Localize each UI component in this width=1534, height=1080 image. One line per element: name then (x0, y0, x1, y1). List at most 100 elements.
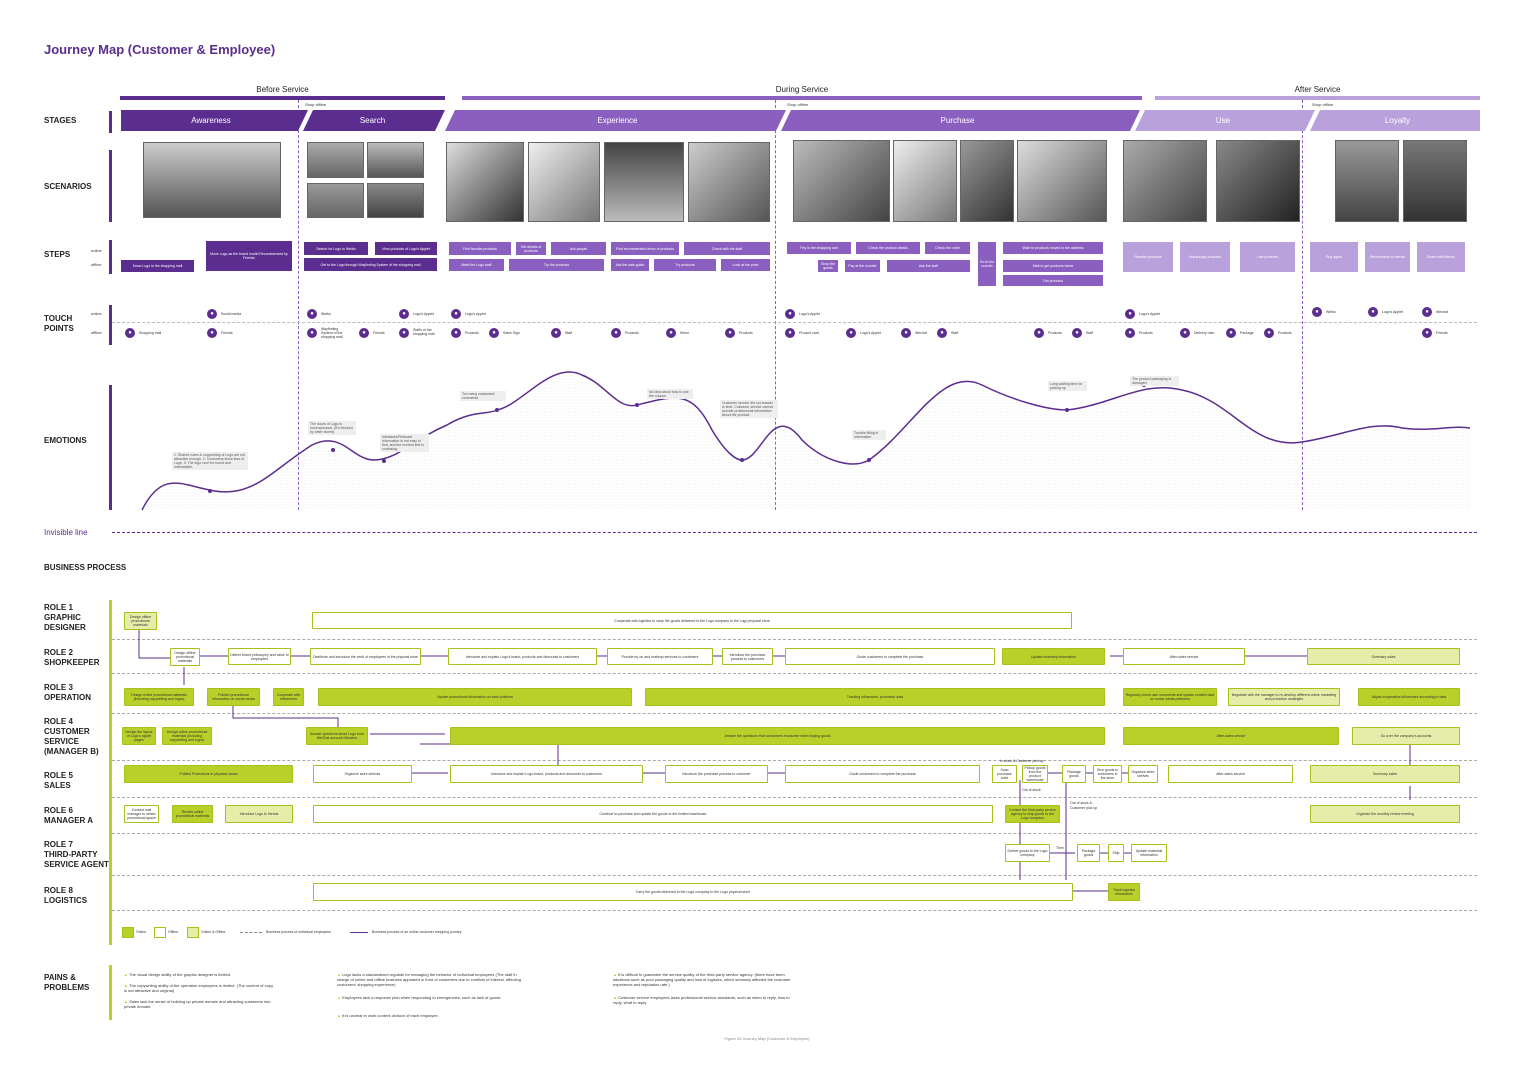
tp-label: Social media (221, 312, 242, 316)
row-label-stages: STAGES (44, 116, 77, 125)
emotion-note: Interfaces/Relevant information is not e… (380, 434, 429, 452)
smile-icon: ● (399, 328, 409, 338)
people-icon: ● (1312, 307, 1322, 317)
step-offline: Shop the goods (818, 260, 838, 272)
step-online: Find recommended items of products (611, 242, 679, 255)
tp-label: Lugo's Applet (1139, 312, 1160, 316)
bp-task: Tracking influencers' promotion data (645, 688, 1105, 706)
bp-note: Out of stock (1022, 788, 1041, 792)
role-6-label: ROLE 6 MANAGER A (44, 806, 94, 825)
tp-label: Friends (221, 331, 233, 335)
role-separator (112, 875, 1477, 876)
pain-item: ▲ The copywriting ability of the operati… (124, 983, 274, 993)
tp-label: Weibo (1326, 310, 1336, 314)
stage-awareness: Awareness (191, 115, 231, 125)
search-icon: ● (1368, 307, 1378, 317)
stage-separator (775, 100, 776, 510)
stage-separator (1302, 100, 1303, 510)
touch-bar (109, 305, 112, 345)
tp-label: Wechat (1436, 310, 1448, 314)
scenario-photo (1123, 140, 1207, 222)
step-online: Check the order (925, 242, 970, 254)
bp-task: Ship (1108, 844, 1124, 862)
page-title: Journey Map (Customer & Employee) (44, 42, 276, 57)
scenario-photo (893, 140, 957, 222)
bp-task: Update inventory information (1002, 648, 1105, 665)
tp-online-label: online (91, 311, 102, 316)
steps-offline-label: offline (91, 262, 102, 267)
search-icon: ● (451, 309, 461, 319)
legend-individual: Business process of individual employees (266, 930, 331, 934)
scenario-photo (446, 142, 524, 222)
step-offline: Know Lugo in the shopping mall (121, 260, 194, 272)
scenarios-bar (109, 150, 112, 222)
stage-search: Search (359, 115, 386, 125)
stage-experience: Experience (597, 115, 638, 125)
tp-label: Lugo's Applet (465, 312, 486, 316)
bp-task: Introduce and explain Lugo brand, produc… (450, 765, 643, 783)
tp-label: Mirror (680, 331, 690, 335)
step-online: Search for Lugo in Weibo (304, 242, 368, 255)
step-online: Receive products (1123, 242, 1173, 272)
bp-task: Cooperate with influencers (273, 688, 304, 706)
stage-use: Use (1215, 115, 1231, 125)
tp-label: Lugo's Applet (413, 312, 434, 316)
bp-task: Package goods (1077, 844, 1100, 862)
bp-task: Design online promotional materials (inc… (162, 727, 212, 745)
phase-before-bar (120, 96, 445, 100)
tp-label: Lugo's Applet (799, 312, 820, 316)
emotion-note: Trouble filling in information (852, 430, 886, 440)
tp-label: Friends (373, 331, 385, 335)
tp-label: Wayfinding System of the shopping mall (321, 327, 343, 339)
step-online: Unpackage products (1180, 242, 1230, 272)
role-4-label: ROLE 4 CUSTOMER SERVICE (MANAGER B) (44, 717, 99, 756)
shop-icon: ● (1226, 328, 1236, 338)
scenario-photo (688, 142, 770, 222)
bp-task: Deliver brand philosophy and value to em… (228, 648, 291, 665)
phase-before: Before Service (256, 85, 309, 94)
stages-bar (109, 111, 112, 133)
tp-label: Staff (565, 331, 573, 335)
stage-loyalty: Loyalty (1384, 115, 1411, 125)
bp-task: Answer the questions that consumers enco… (450, 727, 1105, 745)
tp-label: Sales Sign (503, 331, 520, 335)
shop-icon: ● (1125, 328, 1135, 338)
smile-icon: ● (551, 328, 561, 338)
step-online: Share with friends (1417, 242, 1465, 272)
search-icon: ● (846, 328, 856, 338)
row-label-pains: PAINS & PROBLEMS (44, 973, 90, 992)
pain-item: ▲ Employees lack a response plan when re… (337, 995, 502, 1000)
bp-task: Design online promotional materials (inc… (124, 688, 194, 706)
step-online: Find favorite products (449, 242, 511, 255)
role-8-label: ROLE 8 LOGISTICS (44, 886, 88, 905)
bp-task: Review online promotional materials (172, 805, 213, 823)
people-icon: ● (1422, 307, 1432, 317)
pain-item: ▲ Sales lack the sense of building up pr… (124, 999, 271, 1009)
emotions-bar (109, 385, 112, 510)
tp-label: Lugo's Applet (860, 331, 881, 335)
shop-icon: ● (611, 328, 621, 338)
role-1-label: ROLE 1 GRAPHIC DESIGNER (44, 603, 86, 632)
figure-caption: Figure 09 Journey Map (Customer & Employ… (724, 1036, 810, 1041)
bp-task: Update materials information (1131, 844, 1167, 862)
people-icon: ● (207, 309, 217, 319)
emotion-curve (141, 371, 1471, 511)
stages-chevrons (121, 110, 1480, 131)
tp-offline-label: offline (91, 330, 102, 335)
step-offline: Try the products (509, 259, 604, 271)
tp-label: Delivery man (1194, 331, 1215, 335)
bp-task: Scan purchase code (992, 765, 1017, 783)
pain-item: ▲ It is unclear in work content division… (337, 1013, 439, 1018)
bp-task: Provide try-on and makeup services to cu… (607, 648, 713, 665)
pain-item: ▲ Lugo lacks a standardized regulate for… (337, 972, 521, 987)
people-icon: ● (307, 309, 317, 319)
scenario-photo (1335, 140, 1399, 222)
tp-label: Staff (951, 331, 959, 335)
bp-task: Summary sales (1310, 765, 1460, 783)
bp-task: Introduce the purchase process to custom… (722, 648, 773, 665)
bp-task: Publish promotional information on socia… (207, 688, 260, 706)
tp-label: Products (1048, 331, 1062, 335)
search-icon: ● (1125, 309, 1135, 319)
bp-task: Continue to purchase and update the good… (313, 805, 993, 823)
scenario-photo (960, 140, 1014, 222)
